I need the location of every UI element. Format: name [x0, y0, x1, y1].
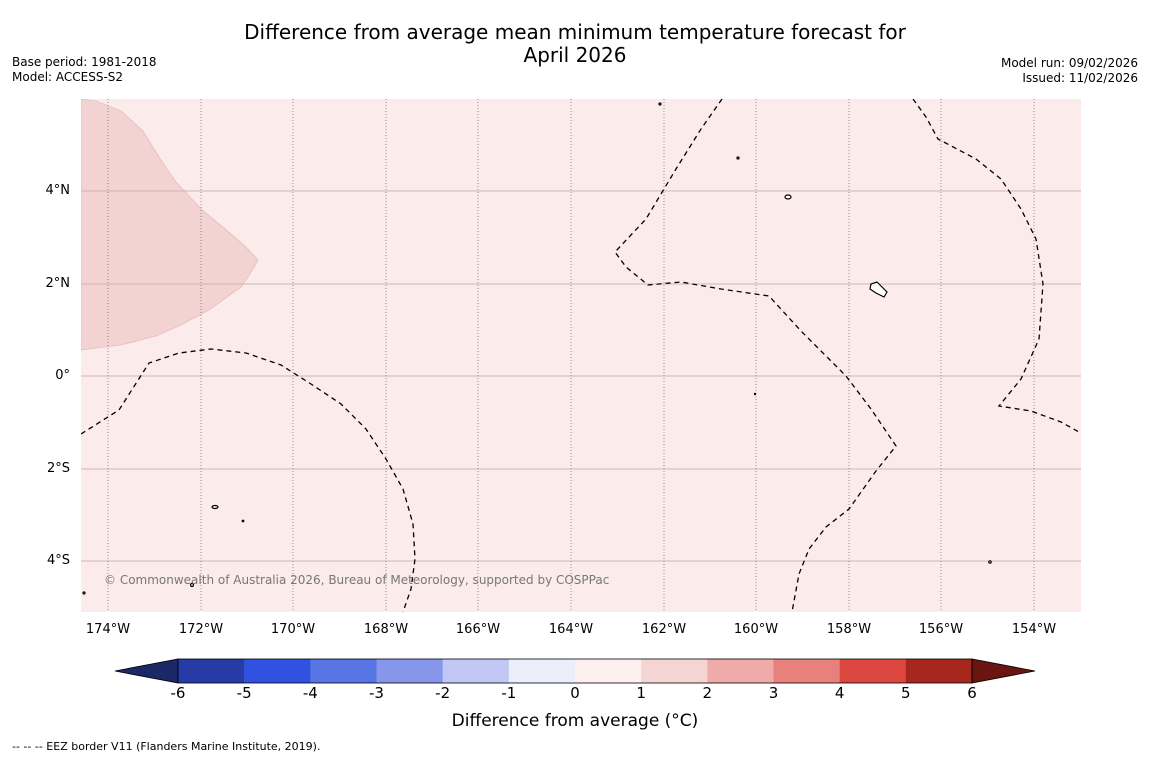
lon-label-162w: 162°W [641, 622, 687, 637]
meta-left: Base period: 1981-2018 Model: ACCESS-S2 [12, 55, 157, 85]
colorbar-tick-label: 3 [768, 684, 779, 702]
lat-label-2s: 2°S [46, 461, 70, 476]
colorbar-cell [310, 659, 377, 683]
colorbar-cell [641, 659, 708, 683]
colorbar-tick-label: 4 [834, 684, 845, 702]
lat-label-0: 0° [55, 368, 70, 383]
colorbar-tick-label: 1 [636, 684, 646, 702]
footer-legend: -- -- -- EEZ border V11 (Flanders Marine… [12, 740, 321, 753]
colorbar-cell [244, 659, 311, 683]
colorbar-under-extension [114, 658, 179, 684]
colorbar-cell [442, 659, 510, 683]
colorbar-tick-label: 0 [570, 684, 580, 702]
island-6 [241, 519, 245, 523]
lon-label-158w: 158°W [826, 622, 872, 637]
island-5 [736, 156, 740, 160]
islands [82, 102, 992, 595]
colorbar-cell [773, 659, 840, 683]
model-name: Model: ACCESS-S2 [12, 70, 124, 84]
title-line-1: Difference from average mean minimum tem… [244, 20, 906, 44]
island-8 [988, 560, 992, 564]
meta-right: Model run: 09/02/2026 Issued: 11/02/2026 [1001, 56, 1138, 86]
colorbar-cell [905, 659, 973, 683]
lat-label-4n: 4°N [45, 183, 71, 198]
colorbar-tick-label: 6 [967, 684, 977, 702]
island-10 [753, 392, 757, 396]
graticule [81, 99, 1081, 612]
colorbar-tick-label: -5 [236, 684, 252, 702]
island-3 [211, 504, 219, 510]
colorbar-title: Difference from average (°C) [451, 711, 699, 731]
eez-border-central [614, 98, 897, 613]
colorbar-cell [178, 659, 245, 683]
lon-label-170w: 170°W [270, 622, 316, 637]
colorbar-tick-label: -2 [435, 684, 451, 702]
lon-label-156w: 156°W [918, 622, 964, 637]
lon-label-172w: 172°W [178, 622, 224, 637]
map-svg [80, 98, 1081, 613]
colorbar-tick-label: -4 [302, 684, 318, 702]
colorbar-over-extension [971, 658, 1036, 684]
lon-label-168w: 168°W [363, 622, 409, 637]
island-1 [784, 194, 792, 200]
island-2 [869, 281, 888, 298]
colorbar-cell [839, 659, 907, 683]
colorbar-tick-label: -6 [170, 684, 186, 702]
colorbar-outline [177, 658, 973, 684]
lon-label-160w: 160°W [733, 622, 779, 637]
colorbar-tick-label: -3 [369, 684, 384, 702]
island-7 [189, 582, 195, 588]
model-run: Model run: 09/02/2026 [1000, 56, 1138, 70]
colorbar-tick-label: 2 [702, 684, 713, 702]
lat-label-4s: 4°S [46, 553, 70, 568]
lat-label-2n: 2°N [45, 276, 71, 291]
colorbar [114, 658, 1036, 684]
base-period: Base period: 1981-2018 [12, 55, 157, 69]
colorbar-cell [376, 659, 443, 683]
lon-label-166w: 166°W [455, 622, 501, 637]
colorbar-cell [707, 659, 774, 683]
issued-date: Issued: 11/02/2026 [1022, 71, 1138, 85]
eez-borders [80, 98, 1080, 613]
colorbar-cells [178, 659, 973, 683]
island-4 [658, 102, 662, 106]
anomaly-band-1-2 [80, 98, 259, 351]
colorbar-cell [508, 659, 576, 683]
lon-label-154w: 154°W [1011, 622, 1057, 637]
eez-border-east [912, 98, 1080, 433]
copyright-text: © Commonwealth of Australia 2026, Bureau… [104, 573, 610, 587]
island-9 [82, 591, 86, 595]
lon-label-174w: 174°W [85, 622, 131, 637]
lon-label-164w: 164°W [548, 622, 594, 637]
colorbar-tick-label: -1 [501, 684, 517, 702]
anomaly-band-0-1 [81, 99, 1081, 612]
colorbar-tick-label: 5 [901, 684, 911, 702]
colorbar-cell [575, 659, 642, 683]
map-panel [80, 98, 1081, 613]
title-line-2: April 2026 [523, 43, 627, 67]
eez-border-west [80, 348, 416, 613]
